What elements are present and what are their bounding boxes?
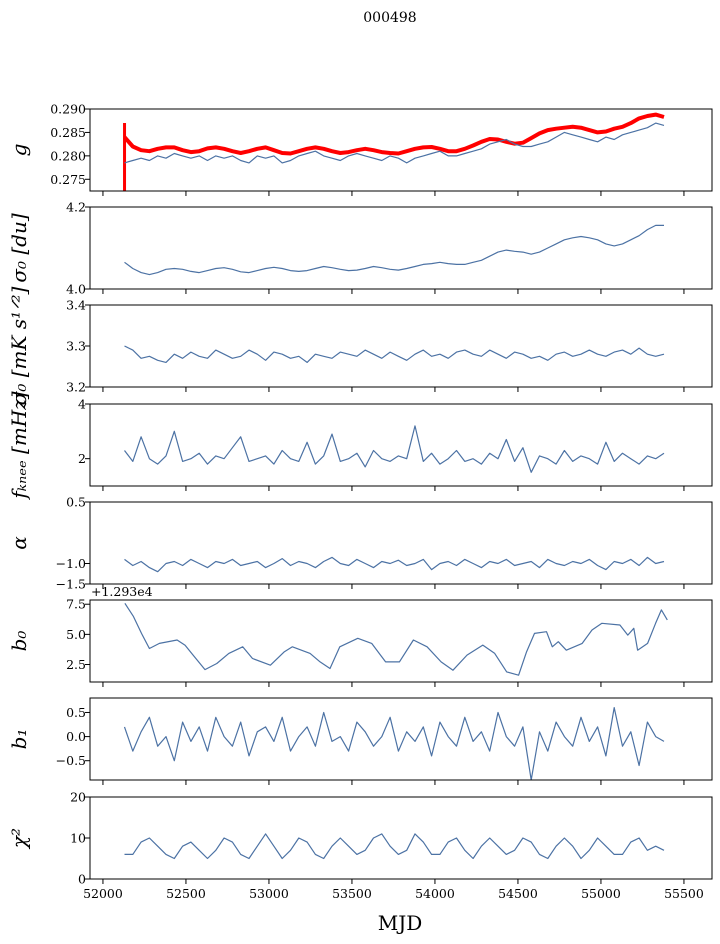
y-tick-label: 7.5 [66, 597, 86, 612]
y-tick-label: 2 [78, 451, 86, 466]
series-line-data [124, 345, 665, 363]
series-line-data [124, 425, 665, 473]
y-tick-label: 5.0 [66, 627, 86, 642]
series-line-data [124, 224, 664, 276]
y-axis-label: σ₀ [du] [7, 213, 31, 283]
series-line-data [123, 707, 665, 780]
y-offset-text: +1.293e4 [91, 584, 153, 599]
axes-frame [89, 796, 713, 880]
y-axis-label: g [7, 144, 31, 157]
y-tick-label: 4.2 [66, 200, 86, 215]
y-tick-label: 0.5 [66, 495, 86, 510]
x-tick-label: 54500 [498, 886, 538, 901]
x-tick-label: 55500 [664, 886, 704, 901]
y-tick-label: 0 [78, 872, 86, 887]
y-axis-label: b₁ [7, 729, 31, 750]
series-line-data [124, 602, 668, 676]
y-axis-label: σ₀ [mK s¹ᐟ²] [7, 286, 31, 405]
series-line-model [123, 112, 665, 156]
axes-frame [89, 501, 713, 585]
y-tick-label: 0.285 [50, 125, 86, 140]
y-axis-label: χ² [7, 828, 31, 850]
x-tick-label: 55000 [581, 886, 621, 901]
chart-title: 000498 [363, 10, 416, 26]
axes-frame [89, 403, 713, 487]
axes-frame [89, 697, 713, 781]
y-tick-label: 2.5 [66, 657, 86, 672]
y-tick-label: −1.0 [56, 556, 86, 571]
x-tick-label: 52000 [83, 886, 123, 901]
x-tick-label: 54000 [415, 886, 455, 901]
y-tick-label: −1.5 [56, 577, 86, 592]
y-tick-label: 0.5 [66, 705, 86, 720]
y-tick-label: 0.275 [50, 172, 86, 187]
y-tick-label: 3.3 [66, 339, 86, 354]
y-axis-label: b₀ [7, 631, 31, 652]
axes-frame [89, 599, 713, 683]
axes-frame [89, 206, 713, 290]
y-tick-label: 3.2 [66, 380, 86, 395]
y-tick-label: 4.0 [66, 282, 86, 297]
x-tick-label: 53000 [249, 886, 289, 901]
x-tick-label: 53500 [332, 886, 372, 901]
series-line-data [124, 556, 665, 573]
series-line-data [124, 833, 665, 860]
axes-frame [89, 304, 713, 388]
y-tick-label: 4 [78, 397, 86, 412]
y-tick-label: 3.4 [66, 298, 86, 313]
series-line-data [124, 122, 665, 164]
y-axis-label: fₖₙₑₑ [mHz] [7, 391, 31, 500]
y-tick-label: 20 [70, 790, 86, 805]
y-tick-label: 10 [70, 831, 86, 846]
y-tick-label: 0.290 [50, 102, 86, 117]
axes-frame [89, 108, 713, 192]
y-tick-label: −0.5 [56, 753, 86, 768]
y-tick-label: 0.0 [66, 729, 86, 744]
y-tick-label: 0.280 [50, 148, 86, 163]
x-tick-label: 52500 [166, 886, 206, 901]
y-axis-label: α [7, 536, 31, 550]
x-axis-label: MJD [378, 911, 423, 935]
